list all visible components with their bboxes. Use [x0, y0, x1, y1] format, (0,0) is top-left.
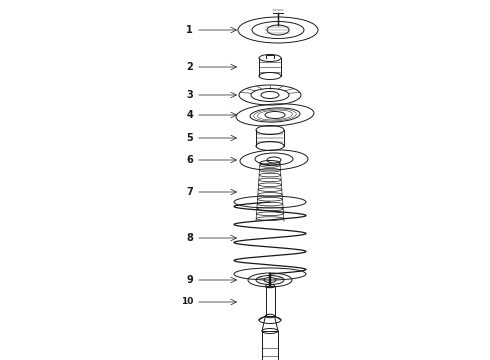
Text: 7: 7: [186, 187, 193, 197]
Text: 10: 10: [181, 297, 193, 306]
Text: 4: 4: [186, 110, 193, 120]
Text: 1: 1: [186, 25, 193, 35]
Text: 2: 2: [186, 62, 193, 72]
Bar: [266, 286, 274, 316]
Bar: [262, 331, 278, 360]
Text: 3: 3: [186, 90, 193, 100]
Text: 5: 5: [186, 133, 193, 143]
Text: 9: 9: [186, 275, 193, 285]
Text: 8: 8: [186, 233, 193, 243]
Text: 6: 6: [186, 155, 193, 165]
